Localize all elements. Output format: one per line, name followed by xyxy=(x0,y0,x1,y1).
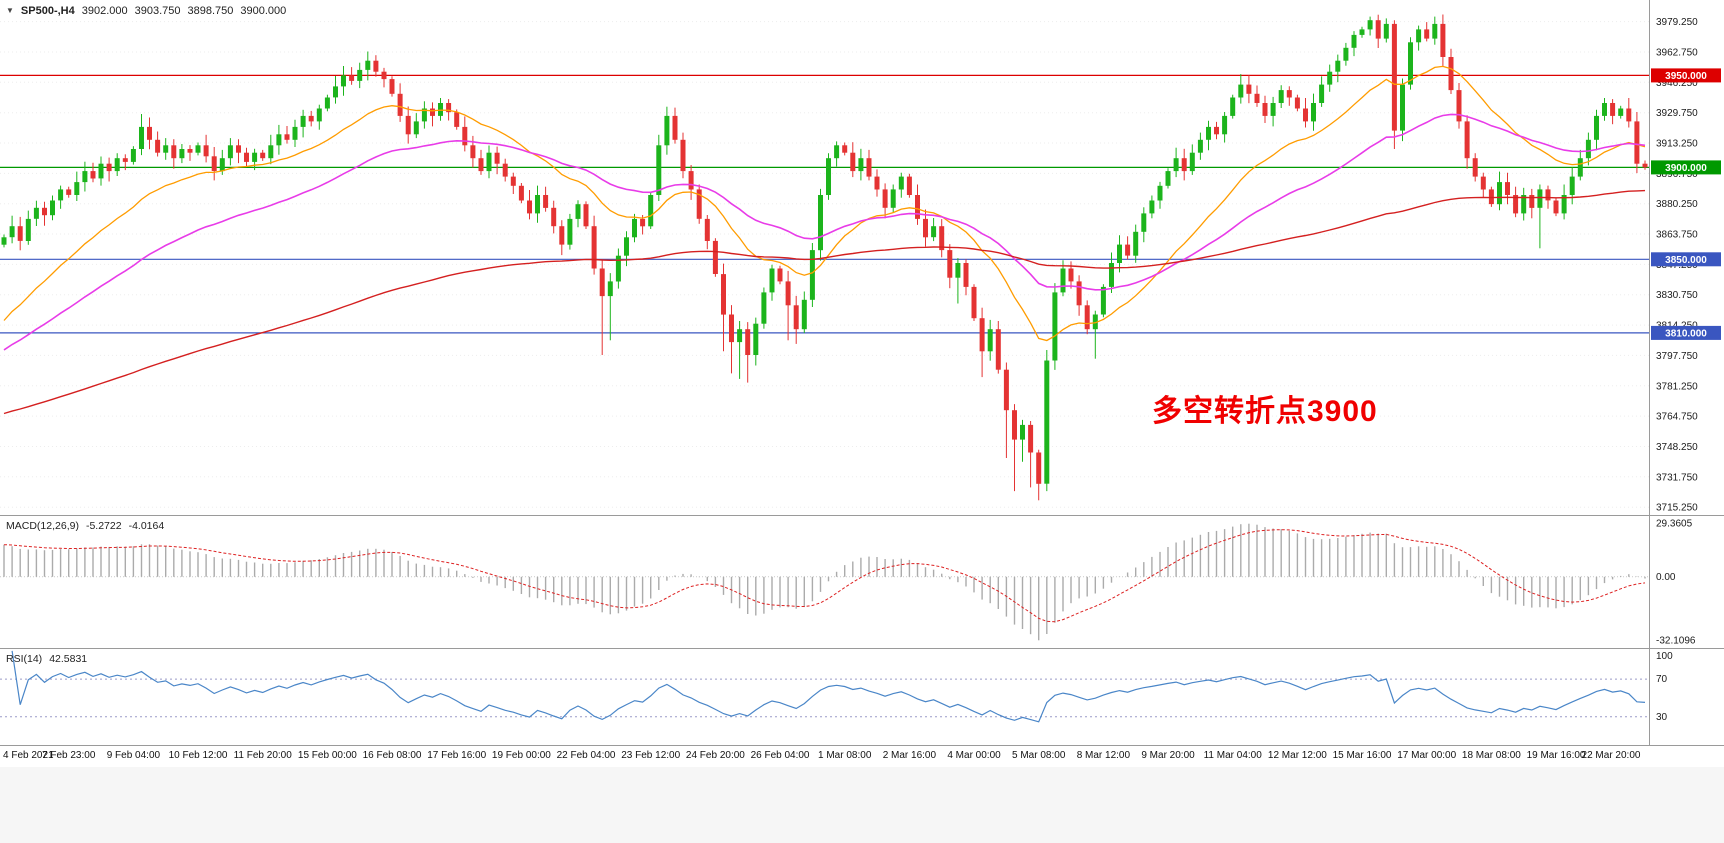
price-tick-label: 3731.750 xyxy=(1656,472,1698,483)
ma-line-fast xyxy=(3,65,1646,342)
price-level-tag: 3900.000 xyxy=(1651,160,1721,175)
bottom-filler xyxy=(0,767,1724,843)
macd-axis-max: 29.3605 xyxy=(1656,519,1693,530)
rsi-name: RSI(14) xyxy=(6,653,43,665)
price-tick-label: 3781.250 xyxy=(1656,381,1698,392)
time-axis-label: 17 Mar 00:00 xyxy=(1397,750,1457,761)
rsi-axis-30: 30 xyxy=(1656,712,1668,723)
time-axis-label: 1 Mar 08:00 xyxy=(818,750,872,761)
time-axis-label: 22 Mar 20:00 xyxy=(1581,750,1641,761)
macd-name: MACD(12,26,9) xyxy=(6,520,79,532)
price-tick-label: 3979.250 xyxy=(1656,17,1698,28)
rsi-label-row: RSI(14) 42.5831 xyxy=(6,653,87,665)
time-axis-label: 12 Mar 12:00 xyxy=(1267,750,1327,761)
macd-canvas[interactable]: 29.3605 0.00 -32.1096 xyxy=(0,516,1724,648)
time-axis-label: 10 Feb 12:00 xyxy=(168,750,228,761)
svg-text:3950.000: 3950.000 xyxy=(1665,71,1707,82)
price-tick-label: 3797.750 xyxy=(1656,351,1698,362)
time-axis-label: 5 Mar 08:00 xyxy=(1012,750,1066,761)
time-axis-label: 4 Feb 2021 xyxy=(3,750,54,761)
rsi-axis-70: 70 xyxy=(1656,674,1668,685)
price-level-tag: 3850.000 xyxy=(1651,252,1721,267)
time-axis-label: 15 Mar 16:00 xyxy=(1332,750,1392,761)
price-tick-label: 3830.750 xyxy=(1656,290,1698,301)
price-tick-label: 3929.750 xyxy=(1656,108,1698,119)
svg-text:3900.000: 3900.000 xyxy=(1665,163,1707,174)
time-axis-label: 24 Feb 20:00 xyxy=(685,750,745,761)
time-axis-label: 19 Mar 16:00 xyxy=(1526,750,1586,761)
svg-text:3810.000: 3810.000 xyxy=(1665,328,1707,339)
price-level-tag: 3810.000 xyxy=(1651,325,1721,340)
time-axis-label: 26 Feb 04:00 xyxy=(750,750,810,761)
macd-axis-min: -32.1096 xyxy=(1656,635,1696,646)
time-axis-label: 19 Feb 00:00 xyxy=(491,750,551,761)
macd-label-row: MACD(12,26,9) -5.2722 -4.0164 xyxy=(6,520,164,532)
price-chart-panel: 3979.250 3962.750 3946.250 3929.750 3913.250… xyxy=(0,0,1724,515)
price-tick-label: 3715.250 xyxy=(1656,503,1698,514)
rsi-line xyxy=(11,650,1646,723)
macd-indicator-panel: 29.3605 0.00 -32.1096 MACD(12,26,9) -5.272… xyxy=(0,515,1724,648)
price-annotation[interactable]: 多空转折点3900 xyxy=(1152,395,1378,428)
time-axis-label: 8 Mar 12:00 xyxy=(1076,750,1131,761)
time-axis-label: 11 Mar 04:00 xyxy=(1203,750,1262,761)
svg-text:3850.000: 3850.000 xyxy=(1665,255,1707,266)
ohlc-close: 3900.000 xyxy=(240,5,287,17)
rsi-value: 42.5831 xyxy=(49,653,88,665)
price-tick-label: 3863.750 xyxy=(1656,230,1698,241)
time-axis-label: 18 Mar 08:00 xyxy=(1461,750,1521,761)
price-chart-canvas[interactable]: 3979.250 3962.750 3946.250 3929.750 3913.250… xyxy=(0,0,1724,515)
time-axis-label: 2 Mar 16:00 xyxy=(882,750,937,761)
time-axis-label: 22 Feb 04:00 xyxy=(556,750,616,761)
price-level-tag: 3950.000 xyxy=(1651,68,1721,83)
time-axis[interactable]: 4 Feb 2021 7 Feb 23:00 9 Feb 04:00 10 Feb 1… xyxy=(0,745,1724,767)
price-tick-label: 3913.250 xyxy=(1656,139,1698,150)
ma-line-slow xyxy=(3,189,1646,415)
macd-signal-line xyxy=(3,529,1646,623)
price-tick-label: 3748.250 xyxy=(1656,442,1698,453)
price-tick-label: 3962.750 xyxy=(1656,48,1698,59)
time-axis-label: 17 Feb 16:00 xyxy=(427,750,487,761)
rsi-canvas[interactable]: 100 70 30 xyxy=(0,649,1724,745)
candle-series[interactable] xyxy=(1,14,1648,501)
time-axis-label: 9 Mar 20:00 xyxy=(1141,750,1195,761)
ohlc-low: 3898.750 xyxy=(187,5,234,17)
macd-axis-zero: 0.00 xyxy=(1656,572,1676,583)
price-tick-label: 3880.250 xyxy=(1656,199,1698,210)
rsi-axis-100: 100 xyxy=(1656,651,1673,662)
time-axis-label: 23 Feb 12:00 xyxy=(621,750,681,761)
ohlc-open: 3902.000 xyxy=(81,5,128,17)
price-tick-label: 3764.750 xyxy=(1656,412,1698,423)
time-axis-label: 15 Feb 00:00 xyxy=(297,750,357,761)
time-axis-label: 16 Feb 08:00 xyxy=(362,750,422,761)
ohlc-high: 3903.750 xyxy=(134,5,181,17)
symbol-timeframe-label: SP500-,H4 xyxy=(20,5,75,17)
macd-value-main: -5.2722 xyxy=(85,520,122,532)
time-axis-label: 9 Feb 04:00 xyxy=(106,750,161,761)
rsi-indicator-panel: 100 70 30 RSI(14) 42.5831 xyxy=(0,648,1724,745)
time-axis-label: 7 Feb 23:00 xyxy=(42,750,96,761)
price-tick-label: 3946.250 xyxy=(1656,78,1698,89)
macd-value-signal: -4.0164 xyxy=(128,520,165,532)
time-axis-label: 11 Feb 20:00 xyxy=(233,750,292,761)
chart-dropdown-icon[interactable]: ▼ xyxy=(6,6,14,15)
chart-header: ▼ SP500-,H4 3902.000 3903.750 3898.750 3… xyxy=(6,5,286,17)
time-axis-label: 4 Mar 00:00 xyxy=(947,750,1001,761)
macd-histogram xyxy=(3,523,1646,641)
ma-line-mid xyxy=(3,113,1646,351)
